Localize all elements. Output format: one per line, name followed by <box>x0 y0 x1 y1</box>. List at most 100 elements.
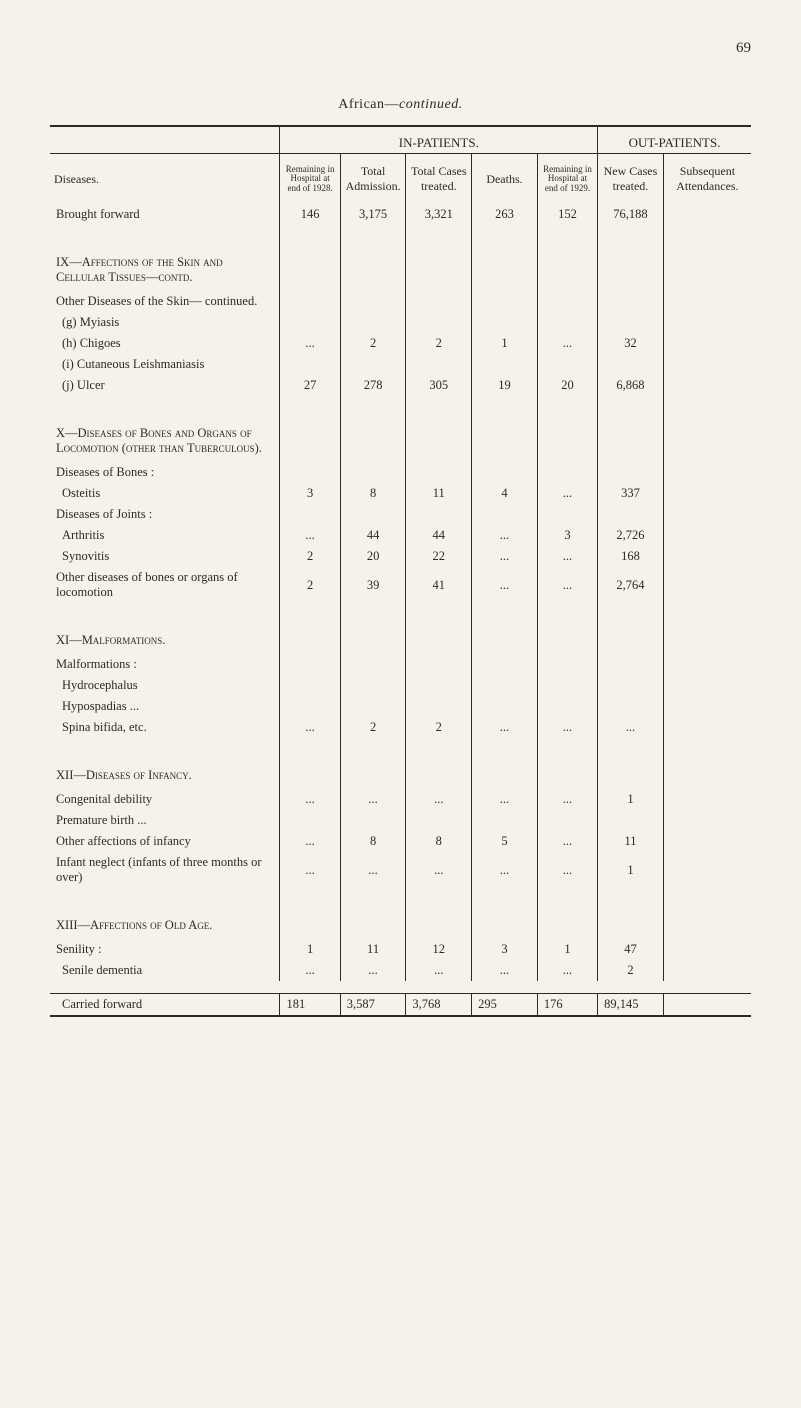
row-label: Diseases of Bones : <box>50 462 280 483</box>
cell <box>598 312 664 333</box>
cell <box>598 754 664 789</box>
column-header-row: Diseases. Remaining in Hospital at end o… <box>50 154 751 205</box>
table-row: Infant neglect (infants of three months … <box>50 852 751 888</box>
cell <box>663 375 751 396</box>
cell <box>663 312 751 333</box>
cell: ... <box>340 852 406 888</box>
cell: 2 <box>406 717 472 738</box>
cell: 44 <box>340 525 406 546</box>
carried-v4: 176 <box>537 994 597 1016</box>
row-label: Arthritis <box>50 525 280 546</box>
cell: ... <box>472 789 538 810</box>
cell: ... <box>537 546 597 567</box>
title-prefix: African— <box>338 97 399 112</box>
cell <box>472 241 538 291</box>
cell <box>598 810 664 831</box>
cell: 2 <box>406 333 472 354</box>
cell <box>537 312 597 333</box>
cell: 2 <box>340 717 406 738</box>
cell <box>280 675 340 696</box>
row-label: XI—Malformations. <box>50 619 280 654</box>
row-label: Diseases of Joints : <box>50 504 280 525</box>
cell <box>406 291 472 312</box>
cell <box>406 754 472 789</box>
carried-label: Carried forward <box>50 994 280 1016</box>
cell <box>537 291 597 312</box>
cell <box>280 312 340 333</box>
cell <box>537 675 597 696</box>
cell: 20 <box>537 375 597 396</box>
row-label: Congenital debility <box>50 789 280 810</box>
carried-v1: 3,587 <box>340 994 406 1016</box>
cell <box>340 462 406 483</box>
cell <box>280 241 340 291</box>
cell <box>340 291 406 312</box>
cell: 3,175 <box>340 204 406 225</box>
table-row: Other affections of infancy...885...11 <box>50 831 751 852</box>
cell <box>406 412 472 462</box>
row-label: XII—Diseases of Infancy. <box>50 754 280 789</box>
table-row: Diseases of Bones : <box>50 462 751 483</box>
cell <box>280 619 340 654</box>
cell: ... <box>280 831 340 852</box>
cell <box>663 789 751 810</box>
cell: ... <box>406 960 472 981</box>
cell: 11 <box>598 831 664 852</box>
cell: 1 <box>472 333 538 354</box>
col-total-cases: Total Cases treated. <box>406 154 472 205</box>
cell <box>406 241 472 291</box>
cell: 1 <box>537 939 597 960</box>
row-label: Infant neglect (infants of three months … <box>50 852 280 888</box>
cell: ... <box>598 717 664 738</box>
row-label: (g) Myiasis <box>50 312 280 333</box>
cell <box>663 717 751 738</box>
cell: ... <box>280 333 340 354</box>
cell <box>340 312 406 333</box>
cell: ... <box>472 852 538 888</box>
row-label: (h) Chigoes <box>50 333 280 354</box>
cell <box>537 504 597 525</box>
carried-v6 <box>663 994 751 1016</box>
table-row: IX—Affections of the Skin and Cellular T… <box>50 241 751 291</box>
cell: ... <box>537 333 597 354</box>
cell: 20 <box>340 546 406 567</box>
cell <box>598 504 664 525</box>
cell: 278 <box>340 375 406 396</box>
cell <box>663 810 751 831</box>
cell <box>280 412 340 462</box>
table-row: XII—Diseases of Infancy. <box>50 754 751 789</box>
cell: ... <box>537 483 597 504</box>
cell <box>280 504 340 525</box>
table-row: Other diseases of bones or organs of loc… <box>50 567 751 603</box>
cell: 39 <box>340 567 406 603</box>
cell <box>406 462 472 483</box>
cell <box>472 904 538 939</box>
cell: 2,726 <box>598 525 664 546</box>
cell: ... <box>537 717 597 738</box>
cell <box>280 810 340 831</box>
cell: ... <box>537 852 597 888</box>
cell <box>598 462 664 483</box>
cell <box>598 291 664 312</box>
row-label: Osteitis <box>50 483 280 504</box>
bottom-rule <box>50 1015 751 1017</box>
cell <box>663 696 751 717</box>
cell: 12 <box>406 939 472 960</box>
cell <box>406 654 472 675</box>
row-label: Spina bifida, etc. <box>50 717 280 738</box>
cell <box>663 291 751 312</box>
cell <box>280 462 340 483</box>
cell: 3 <box>280 483 340 504</box>
cell: 2 <box>340 333 406 354</box>
cell: ... <box>537 960 597 981</box>
cell <box>663 904 751 939</box>
cell <box>406 504 472 525</box>
cell <box>537 412 597 462</box>
cell <box>340 810 406 831</box>
cell <box>340 619 406 654</box>
cell: 5 <box>472 831 538 852</box>
row-label: Synovitis <box>50 546 280 567</box>
cell: 337 <box>598 483 664 504</box>
cell: 3 <box>472 939 538 960</box>
cell <box>472 354 538 375</box>
